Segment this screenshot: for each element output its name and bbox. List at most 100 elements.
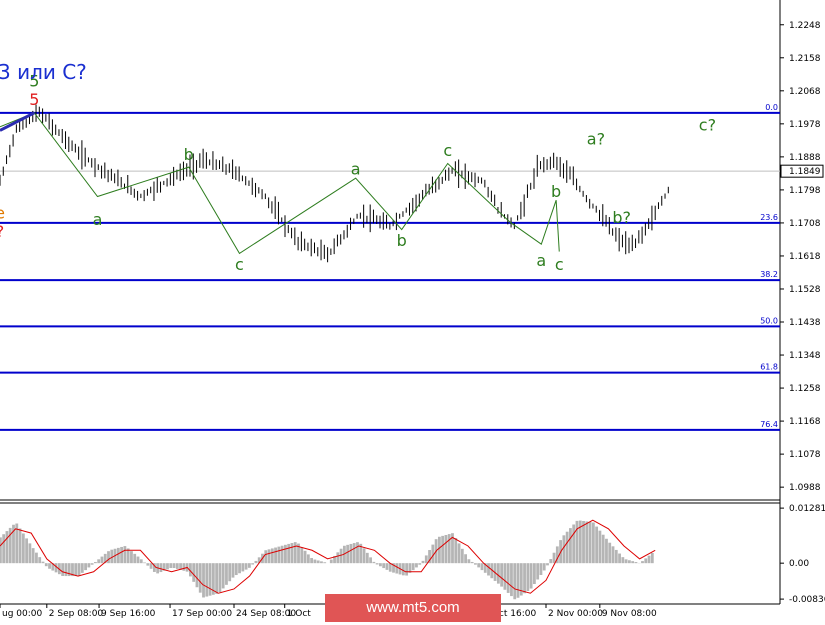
oscillator-bar bbox=[313, 559, 317, 564]
oscillator-bar bbox=[356, 542, 359, 564]
fibo-label: 38.2 bbox=[760, 270, 778, 279]
oscillator-bar bbox=[392, 563, 395, 573]
price-tick-label: 1.1618 bbox=[789, 252, 821, 262]
oscillator-bar bbox=[48, 563, 51, 569]
oscillator-bar bbox=[578, 520, 582, 564]
oscillator-bar bbox=[382, 563, 386, 569]
oscillator-bar bbox=[100, 556, 104, 564]
oscillator-bar bbox=[94, 562, 97, 564]
oscillator-bar bbox=[123, 546, 127, 564]
oscillator-bar bbox=[238, 563, 241, 574]
oscillator-bar bbox=[526, 563, 530, 591]
oscillator-bar bbox=[634, 562, 638, 564]
oscillator-bar bbox=[624, 559, 628, 564]
oscillator-bar bbox=[310, 558, 314, 564]
oscillator-bar bbox=[320, 561, 323, 564]
wave-label: c bbox=[235, 255, 244, 274]
oscillator-bar bbox=[162, 563, 166, 571]
wave-label: a bbox=[351, 159, 361, 178]
oscillator-bar bbox=[166, 563, 169, 570]
oscillator-bar bbox=[555, 546, 559, 564]
price-tick-label: 1.1438 bbox=[789, 318, 821, 328]
oscillator-bar bbox=[316, 560, 320, 564]
wave-label: c bbox=[443, 141, 452, 160]
oscillator-bar bbox=[25, 538, 29, 564]
oscillator-bar bbox=[569, 528, 572, 564]
oscillator-bar bbox=[287, 543, 291, 564]
oscillator-bar bbox=[542, 563, 546, 571]
oscillator-bar bbox=[611, 546, 615, 564]
oscillator-bar bbox=[64, 563, 68, 577]
oscillator-bar bbox=[608, 542, 612, 564]
fibo-label: 23.6 bbox=[760, 213, 778, 222]
time-tick-label: 2 Nov 00:00 bbox=[548, 609, 603, 619]
oscillator-bar bbox=[182, 563, 186, 571]
oscillator-bar bbox=[454, 537, 458, 564]
price-tick-label: 1.2068 bbox=[789, 87, 821, 97]
oscillator-bar bbox=[437, 536, 441, 564]
price-tick-label: 1.1708 bbox=[789, 219, 821, 229]
oscillator-bar bbox=[149, 563, 153, 569]
oscillator-bar bbox=[247, 563, 251, 568]
oscillator-bar bbox=[152, 563, 156, 572]
oscillator-bar bbox=[61, 563, 65, 576]
oscillator-bar bbox=[424, 555, 428, 564]
oscillator-bar bbox=[496, 563, 500, 584]
oscillator-bar bbox=[159, 563, 163, 573]
price-tick-label: 1.1078 bbox=[789, 450, 821, 460]
oscillator-bar bbox=[274, 547, 277, 564]
oscillator-bar bbox=[28, 543, 32, 564]
oscillator-bar bbox=[388, 563, 392, 572]
wave-label: a bbox=[536, 251, 546, 270]
oscillator-bar bbox=[483, 563, 487, 573]
oscillator-bar bbox=[120, 546, 124, 564]
oscillator-bar bbox=[647, 555, 651, 564]
oscillator-bar bbox=[169, 563, 173, 568]
time-tick-label: ug 00:00 bbox=[2, 609, 42, 619]
oscillator-bar bbox=[228, 563, 232, 582]
oscillator-bar bbox=[215, 563, 219, 594]
oscillator-bar bbox=[0, 537, 2, 564]
oscillator-bar bbox=[470, 561, 474, 564]
oscillator-bar bbox=[172, 563, 176, 569]
oscillator-bar bbox=[650, 552, 654, 564]
oscillator-bar bbox=[211, 563, 215, 595]
oscillator-bar bbox=[116, 547, 120, 564]
oscillator-bar bbox=[605, 538, 608, 564]
oscillator-bar bbox=[195, 563, 199, 588]
oscillator-panel: 0.01281 0.00 -0.00836 bbox=[0, 504, 825, 605]
oscillator-bar bbox=[539, 563, 543, 575]
oscillator-bar bbox=[97, 559, 101, 564]
oscillator-bar bbox=[379, 563, 382, 567]
time-tick-label: 17 Sep 00:00 bbox=[172, 609, 232, 619]
oscillator-bar bbox=[38, 557, 42, 564]
oscillator-bar bbox=[532, 563, 536, 585]
oscillator-bar bbox=[467, 559, 471, 564]
oscillator-bar bbox=[306, 554, 310, 564]
time-tick-label: Oct 16:00 bbox=[492, 609, 537, 619]
oscillator-bar bbox=[372, 561, 376, 564]
oscillator-bar bbox=[71, 563, 74, 577]
oscillator-bar bbox=[323, 562, 327, 564]
oscillator-bar bbox=[431, 544, 435, 564]
wave-label: b bbox=[551, 182, 561, 201]
oscillator-bar bbox=[510, 563, 513, 597]
osc-tick-label: -0.00836 bbox=[789, 595, 825, 605]
oscillator-bar bbox=[359, 543, 363, 564]
oscillator-bar bbox=[254, 560, 258, 564]
oscillator-bar bbox=[421, 560, 425, 564]
oscillator-bar bbox=[87, 563, 91, 568]
oscillator-bar bbox=[77, 563, 81, 576]
oscillator-bar bbox=[415, 563, 418, 568]
oscillator-bar bbox=[300, 547, 304, 564]
oscillator-bar bbox=[362, 548, 366, 564]
oscillator-bar bbox=[264, 550, 268, 564]
oscillator-bar bbox=[562, 535, 566, 564]
wave-label: ? bbox=[0, 222, 4, 241]
oscillator-bar bbox=[54, 563, 58, 573]
oscillator-bar bbox=[198, 563, 202, 593]
oscillator-bar bbox=[618, 553, 621, 564]
oscillator-bar bbox=[411, 563, 415, 571]
oscillator-bar bbox=[179, 563, 182, 570]
